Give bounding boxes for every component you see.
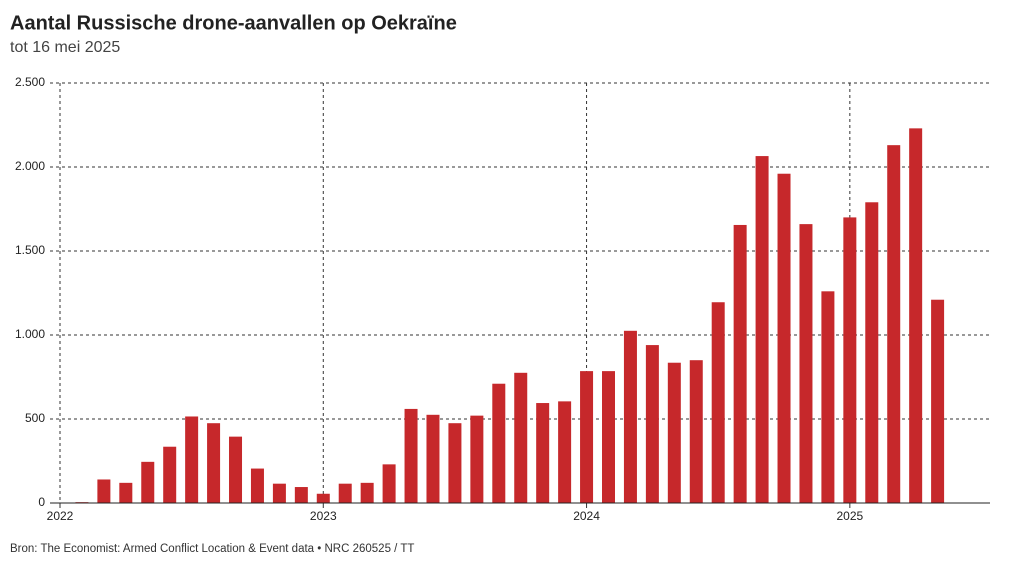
bar — [711, 302, 725, 503]
bar — [931, 299, 945, 503]
bar — [558, 401, 572, 503]
bar — [645, 345, 659, 503]
bar — [250, 468, 264, 503]
bar — [448, 423, 462, 503]
bar — [470, 415, 484, 503]
bar — [865, 202, 879, 503]
bar — [733, 224, 747, 503]
bar — [602, 371, 615, 503]
bar — [207, 423, 221, 503]
y-tick-label: 2.500 — [15, 75, 45, 89]
bar — [163, 446, 177, 503]
bar — [580, 371, 594, 503]
bar — [623, 330, 637, 503]
bar — [777, 173, 791, 503]
bar — [909, 128, 923, 504]
bar — [887, 145, 901, 503]
bar — [97, 479, 111, 503]
bar — [514, 372, 528, 503]
x-tick-label: 2025 — [836, 509, 863, 523]
y-tick-label: 1.000 — [15, 327, 45, 341]
bar — [426, 414, 440, 503]
bar — [316, 493, 330, 503]
bar — [272, 483, 286, 503]
bar — [843, 217, 857, 503]
bar — [755, 156, 769, 503]
y-tick-label: 2.000 — [15, 159, 45, 173]
source: Bron: The Economist: Armed Conflict Loca… — [10, 543, 414, 555]
chart-subtitle: tot 16 mei 2025 — [10, 39, 120, 56]
bar — [294, 487, 308, 503]
y-tick-label: 0 — [38, 495, 45, 509]
bar — [536, 403, 550, 503]
x-tick-label: 2024 — [573, 509, 600, 523]
y-tick-label: 1.500 — [15, 243, 45, 257]
bar — [338, 483, 352, 503]
bar — [141, 461, 155, 503]
bar — [667, 362, 681, 503]
bar — [799, 224, 813, 503]
bar — [360, 482, 374, 503]
bar — [382, 464, 396, 503]
bar — [229, 436, 243, 503]
bar — [404, 408, 418, 503]
bar — [821, 291, 835, 503]
bar — [119, 482, 133, 503]
bar — [185, 416, 199, 503]
x-tick-label: 2023 — [310, 509, 337, 523]
chart-title: Aantal Russische drone-aanvallen op Oekr… — [10, 12, 457, 34]
bar — [492, 383, 506, 503]
y-tick-label: 500 — [25, 411, 45, 425]
x-tick-label: 2022 — [47, 509, 74, 523]
bar — [689, 360, 703, 503]
